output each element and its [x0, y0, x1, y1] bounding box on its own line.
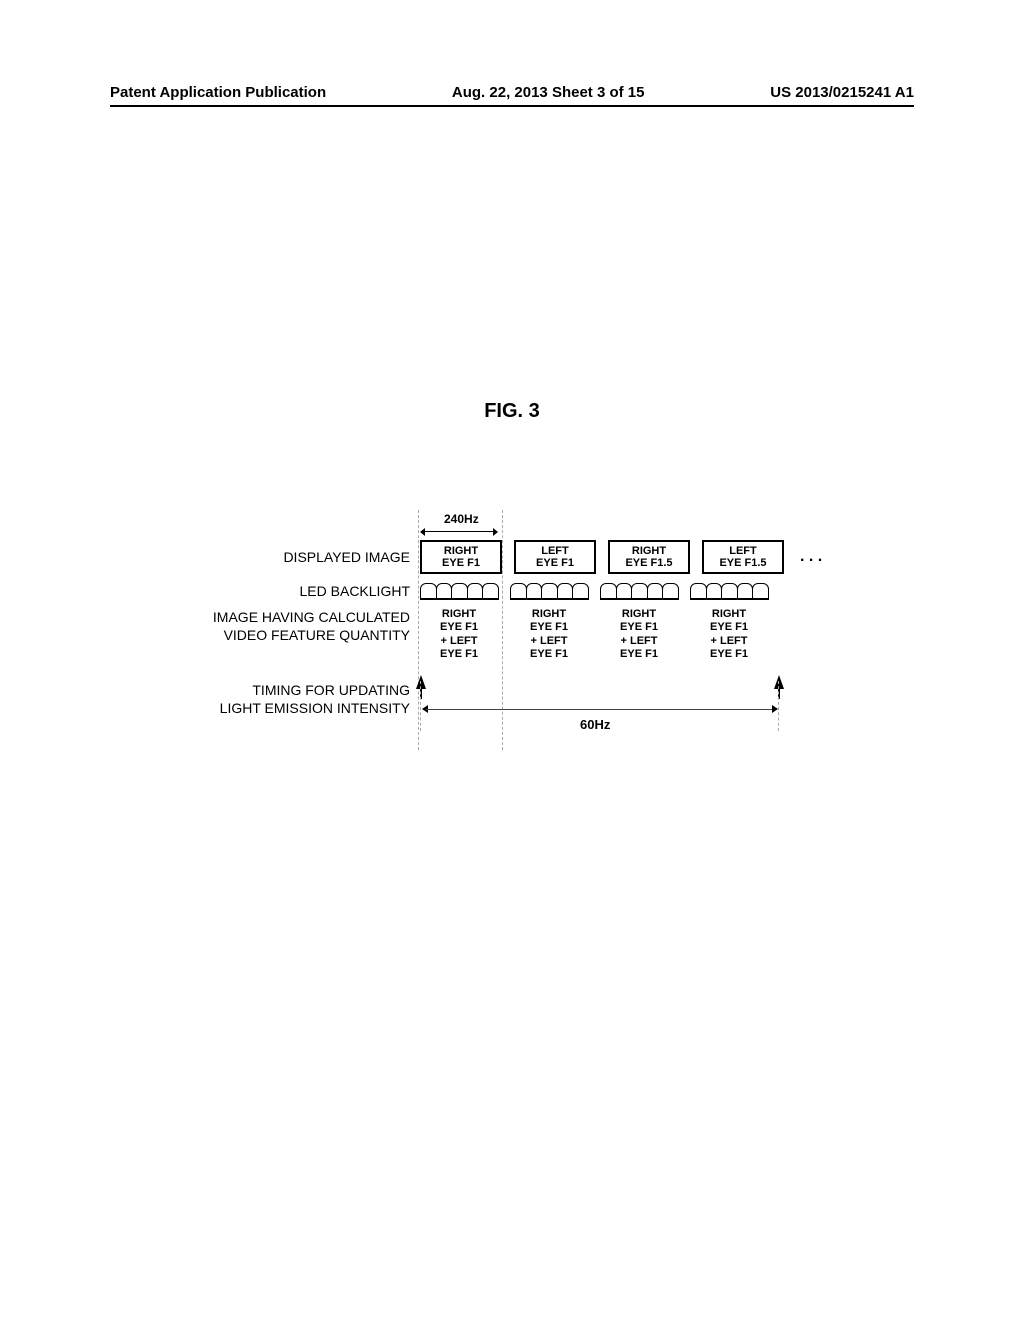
- frame-box-0: RIGHT EYE F1: [420, 540, 502, 574]
- frame-1-l2: EYE F1: [516, 557, 594, 569]
- feature-col-1: RIGHTEYE F1+ LEFTEYE F1: [510, 608, 588, 661]
- frame-2-l2: EYE F1.5: [610, 557, 688, 569]
- frame-1-l1: LEFT: [516, 545, 594, 557]
- freq-60-label: 60Hz: [580, 717, 610, 732]
- label-timing-l1: TIMING FOR UPDATING: [252, 682, 410, 698]
- pulse: [420, 583, 437, 600]
- pulse: [482, 583, 499, 600]
- freq-240-label: 240Hz: [444, 512, 479, 526]
- row-displayed-image: DISPLAYED IMAGE RIGHT EYE F1 LEFT EYE F1…: [150, 540, 870, 574]
- pulse: [737, 583, 754, 600]
- pulse: [631, 583, 648, 600]
- label-feature-l1: IMAGE HAVING CALCULATED: [213, 609, 410, 625]
- label-timing-l2: LIGHT EMISSION INTENSITY: [220, 700, 410, 716]
- displayed-image-content: RIGHT EYE F1 LEFT EYE F1 RIGHT EYE F1.5 …: [420, 540, 870, 574]
- figure-title: FIG. 3: [0, 400, 1024, 423]
- frame-box-1: LEFT EYE F1: [514, 540, 596, 574]
- backlight-content: [420, 583, 870, 600]
- pulse-block-0: [420, 583, 498, 600]
- dashed-short-1: [420, 681, 421, 731]
- pulse: [706, 583, 723, 600]
- frame-3-l2: EYE F1.5: [704, 557, 782, 569]
- feature-col-3: RIGHTEYE F1+ LEFTEYE F1: [690, 608, 768, 661]
- frame-2-l1: RIGHT: [610, 545, 688, 557]
- header-center: Aug. 22, 2013 Sheet 3 of 15: [452, 84, 645, 101]
- pulse: [752, 583, 769, 600]
- label-feature-l2: VIDEO FEATURE QUANTITY: [224, 627, 410, 643]
- pulse-block-2: [600, 583, 678, 600]
- label-timing: TIMING FOR UPDATING LIGHT EMISSION INTEN…: [150, 681, 420, 717]
- row-led-backlight: LED BACKLIGHT: [150, 582, 870, 600]
- label-feature: IMAGE HAVING CALCULATED VIDEO FEATURE QU…: [150, 608, 420, 644]
- frame-0-l1: RIGHT: [422, 545, 500, 557]
- feature-col-2: RIGHTEYE F1+ LEFTEYE F1: [600, 608, 678, 661]
- pulse: [436, 583, 453, 600]
- pulse: [557, 583, 574, 600]
- freq-240-arrow: [420, 528, 498, 536]
- feature-col-0: RIGHTEYE F1+ LEFTEYE F1: [420, 608, 498, 661]
- frame-box-2: RIGHT EYE F1.5: [608, 540, 690, 574]
- pulse: [467, 583, 484, 600]
- row-feature: IMAGE HAVING CALCULATED VIDEO FEATURE QU…: [150, 608, 870, 661]
- label-displayed-image: DISPLAYED IMAGE: [150, 548, 420, 566]
- frame-3-l1: LEFT: [704, 545, 782, 557]
- pulse-block-3: [690, 583, 768, 600]
- dashed-guide-1: [418, 510, 419, 750]
- pulse: [572, 583, 589, 600]
- pulse: [541, 583, 558, 600]
- frame-0-l2: EYE F1: [422, 557, 500, 569]
- header-left: Patent Application Publication: [110, 84, 326, 101]
- page-header: Patent Application Publication Aug. 22, …: [110, 84, 914, 107]
- label-led-backlight: LED BACKLIGHT: [150, 582, 420, 600]
- pulse: [721, 583, 738, 600]
- pulse: [600, 583, 617, 600]
- pulse: [690, 583, 707, 600]
- pulse: [647, 583, 664, 600]
- frame-box-3: LEFT EYE F1.5: [702, 540, 784, 574]
- row-timing: TIMING FOR UPDATING LIGHT EMISSION INTEN…: [150, 681, 870, 731]
- pulse: [616, 583, 633, 600]
- pulse: [662, 583, 679, 600]
- header-right: US 2013/0215241 A1: [770, 84, 914, 101]
- timing-content: 60Hz: [420, 681, 870, 731]
- pulse: [510, 583, 527, 600]
- feature-content: RIGHTEYE F1+ LEFTEYE F1RIGHTEYE F1+ LEFT…: [420, 608, 870, 661]
- span-line: [426, 709, 772, 710]
- pulse: [451, 583, 468, 600]
- pulse-block-1: [510, 583, 588, 600]
- pulse: [526, 583, 543, 600]
- ellipsis: . . .: [800, 548, 822, 566]
- span-arrow-right: [772, 705, 778, 713]
- timing-diagram: 240Hz DISPLAYED IMAGE RIGHT EYE F1 LEFT …: [150, 540, 870, 731]
- dashed-short-2: [778, 681, 779, 731]
